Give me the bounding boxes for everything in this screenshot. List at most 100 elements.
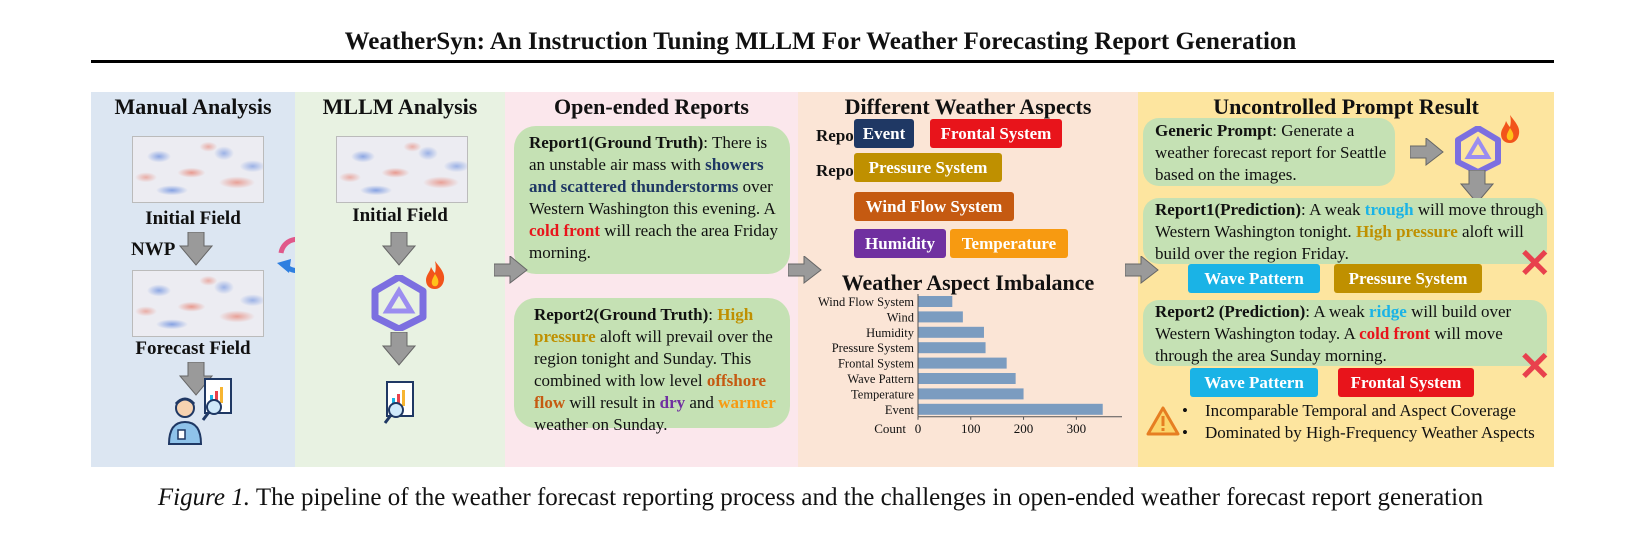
aspect-tag-wave-pattern: Wave Pattern — [1188, 264, 1320, 293]
warning-icon — [1146, 406, 1180, 436]
report1-ground-truth-bubble: Report1(Ground Truth): There is an unsta… — [514, 126, 790, 274]
bullet-item-temporal: • Incomparable Temporal and Aspect Cover… — [1182, 401, 1516, 420]
aspect-tag-pressure-system: Pressure System — [1334, 264, 1482, 293]
initial-field-label: Initial Field — [352, 205, 448, 226]
right-arrow-icon — [788, 256, 822, 284]
report2-ground-truth-text: Report2(Ground Truth): High pressure alo… — [534, 304, 788, 436]
mllm-analysis-panel: MLLM Analysis Initial Field — [295, 92, 505, 467]
report-analysis-icon — [383, 381, 414, 424]
text-segment: will move through Western Washington ton… — [1155, 200, 1544, 241]
right-arrow-icon — [1410, 138, 1444, 166]
aspect-tag-humidity: Humidity — [854, 229, 946, 258]
report2-prediction-text: Report2 (Prediction): A weak ridge will … — [1155, 301, 1547, 367]
highlight-orange: warmer — [718, 393, 776, 412]
highlight-cyan: trough — [1364, 200, 1414, 219]
text-segment: : Generate a weather forecast report for… — [1155, 121, 1387, 184]
category-label: Wind — [887, 310, 915, 324]
category-label: Event — [885, 403, 915, 417]
nwp-label: NWP — [131, 239, 176, 260]
report-label: Generic Prompt — [1155, 121, 1273, 140]
aspect-tag-pressure-system: Pressure System — [854, 153, 1002, 182]
down-arrow-icon — [382, 332, 416, 366]
prediction1-tags: Wave Pattern Pressure System — [1138, 92, 1554, 293]
text-segment: will build over Western Washington today… — [1155, 302, 1512, 343]
forecast-field-map — [132, 270, 264, 337]
report-label: Report1(Prediction) — [1155, 200, 1302, 219]
bar-frontal-system — [918, 357, 1007, 369]
highlight-gold: High pressure — [1355, 222, 1458, 241]
down-arrow-icon — [382, 232, 416, 266]
aspect-tag-wave-pattern: Wave Pattern — [1190, 368, 1318, 397]
x-tick-label: 100 — [961, 421, 981, 436]
bar-temperature — [918, 388, 1024, 400]
aspect-tag-frontal-system: Frontal System — [1338, 368, 1474, 397]
text-segment: weather on Sunday. — [534, 415, 668, 434]
right-arrow-icon — [494, 256, 528, 284]
prediction2-tags: Wave Pattern Frontal System — [1138, 92, 1554, 402]
category-label: Humidity — [866, 326, 915, 340]
down-arrow-icon — [1460, 170, 1494, 204]
report-analysis-icon — [201, 378, 232, 421]
text-segment: will reach the area Friday morning. — [529, 221, 778, 262]
aspect-tag-event: Event — [854, 119, 914, 148]
aspect-tag-frontal-system: Frontal System — [930, 119, 1062, 148]
highlight-brown: offshore flow — [534, 371, 766, 412]
initial-field-map — [132, 136, 264, 203]
category-label: Frontal System — [838, 357, 914, 371]
aspect-tag-wind-flow-system: Wind Flow System — [854, 192, 1014, 221]
initial-field-map — [336, 136, 468, 203]
highlight-gold: High pressure — [534, 305, 754, 346]
uncontrolled-prompt-heading: Uncontrolled Prompt Result — [1213, 94, 1479, 119]
initial-field-label: Initial Field — [145, 208, 241, 229]
category-label: Wind Flow System — [818, 295, 914, 309]
highlight-purple: dry — [659, 393, 686, 412]
bar-pressure-system — [918, 342, 986, 354]
open-ended-reports-panel: Open-ended Reports Report1(Ground Truth)… — [505, 92, 798, 467]
highlight-cyan: ridge — [1369, 302, 1407, 321]
x-axis-label: Count — [874, 421, 906, 436]
report2-prediction-bubble: Report2 (Prediction): A weak ridge will … — [1143, 300, 1547, 366]
down-arrow-icon — [179, 232, 213, 266]
wrong-cross-icon: ✕ — [1518, 344, 1552, 389]
x-tick-label: 200 — [1014, 421, 1034, 436]
fire-icon — [426, 261, 445, 289]
text-segment: will result in — [565, 393, 660, 412]
report1-prediction-text: Report1(Prediction): A weak trough will … — [1155, 199, 1547, 265]
x-tick-label: 300 — [1067, 421, 1087, 436]
bullet-item-frequency: • Dominated by High-Frequency Weather As… — [1182, 423, 1535, 442]
forecast-field-label: Forecast Field — [135, 338, 251, 359]
text-segment: : There is an unstable air mass with — [529, 133, 768, 174]
highlight-red: cold front — [529, 221, 600, 240]
open-ended-reports-heading: Open-ended Reports — [554, 94, 749, 119]
report-label: Report2(Ground Truth) — [534, 305, 709, 324]
generic-prompt-bubble: Generic Prompt: Generate a weather forec… — [1143, 118, 1395, 186]
report1-ground-truth-text: Report1(Ground Truth): There is an unsta… — [529, 132, 783, 264]
bar-event — [918, 403, 1103, 415]
text-segment: will move through the area Sunday mornin… — [1155, 324, 1503, 365]
report1-prediction-bubble: Report1(Prediction): A weak trough will … — [1143, 198, 1547, 264]
text-segment: and — [685, 393, 719, 412]
category-label: Pressure System — [832, 341, 915, 355]
uncontrolled-prompt-panel: Uncontrolled Prompt Result Generic Promp… — [1138, 92, 1554, 467]
highlight-navy: showers and scattered thunderstorms — [529, 155, 764, 196]
wrong-cross-icon: ✕ — [1518, 241, 1552, 286]
bar-wind-flow-system — [918, 296, 953, 307]
report-label: Report2 (Prediction) — [1155, 302, 1306, 321]
text-segment: : A weak — [1301, 200, 1365, 219]
weather-aspects-heading: Different Weather Aspects — [844, 94, 1092, 119]
forecaster-icon — [167, 397, 203, 445]
aspect-tag-temperature: Temperature — [950, 229, 1068, 258]
figure-title: WeatherSyn: An Instruction Tuning MLLM F… — [344, 28, 1297, 55]
right-arrow-icon — [1125, 256, 1159, 284]
text-segment: : — [708, 305, 718, 324]
aspect-tags: Event Frontal System Pressure System Wind F… — [798, 92, 1138, 282]
mllm-analysis-heading: MLLM Analysis — [322, 94, 478, 119]
text-segment: aloft will prevail over the region tonig… — [534, 327, 773, 390]
fire-icon — [1501, 115, 1520, 143]
generic-prompt-text: Generic Prompt: Generate a weather forec… — [1155, 120, 1391, 186]
weather-aspects-panel: Different Weather Aspects Report1: Repor… — [798, 92, 1138, 467]
x-tick-label: 0 — [915, 421, 922, 436]
title-rule — [91, 60, 1554, 63]
text-segment: aloft will build over the region Friday. — [1155, 222, 1524, 263]
highlight-red: cold front — [1359, 324, 1431, 343]
